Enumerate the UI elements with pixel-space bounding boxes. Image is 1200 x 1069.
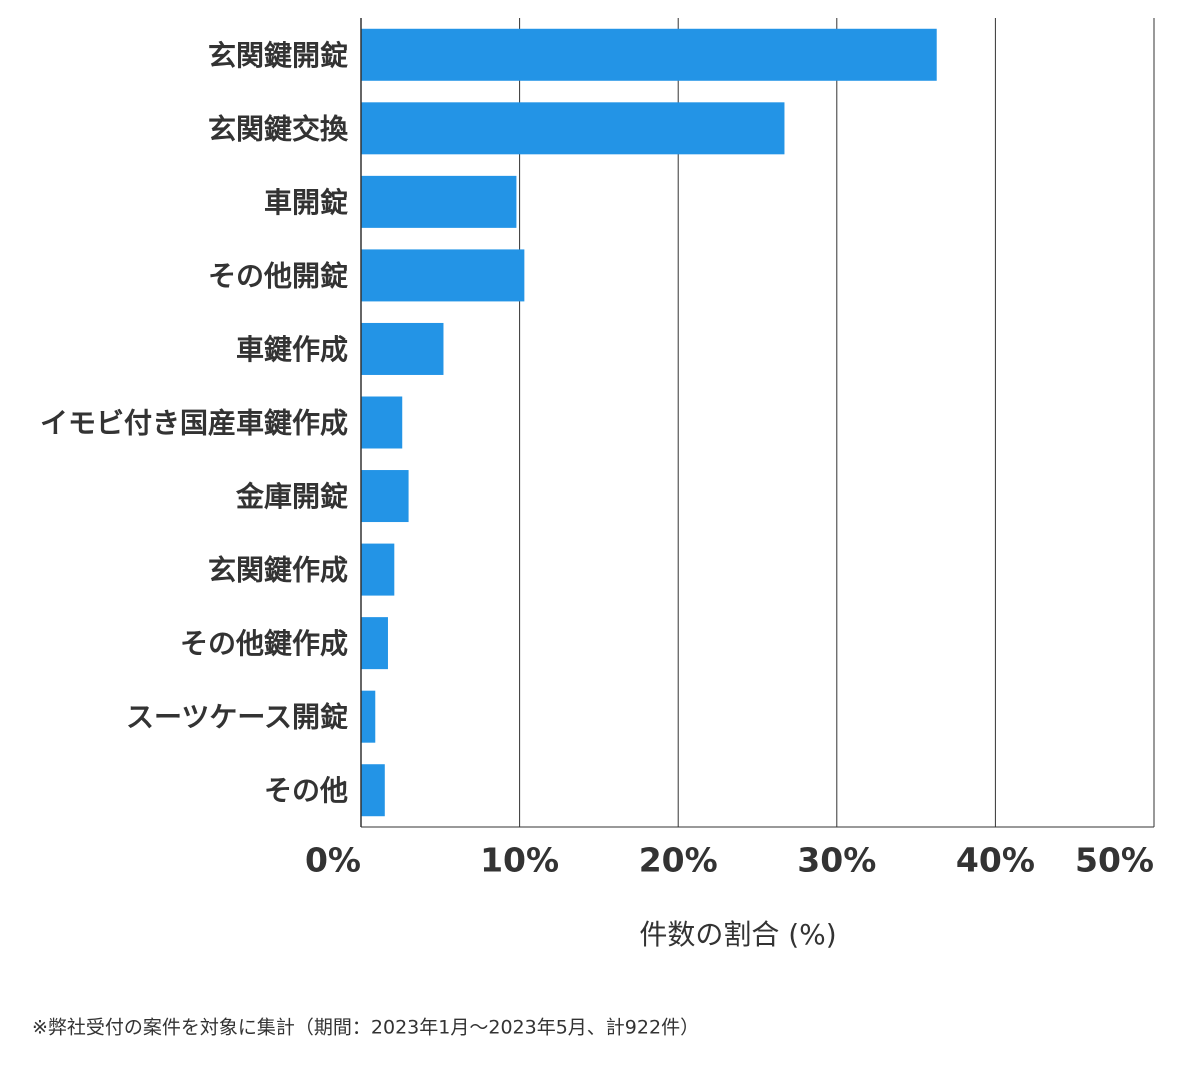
- bar: [361, 543, 395, 596]
- x-tick-label: 0%: [305, 841, 361, 880]
- x-tick-label: 30%: [797, 841, 876, 880]
- y-tick-label: 車鍵作成: [236, 333, 348, 366]
- y-tick-label: その他: [264, 774, 348, 807]
- y-tick-label: 金庫開錠: [235, 480, 348, 513]
- x-tick-label: 40%: [956, 841, 1035, 880]
- bar: [361, 690, 376, 743]
- bar: [361, 617, 388, 670]
- x-tick-label: 10%: [480, 841, 559, 880]
- y-tick-label: その他開錠: [208, 259, 348, 292]
- y-tick-label: スーツケース開錠: [126, 701, 348, 734]
- y-tick-label: 玄関鍵交換: [208, 112, 349, 145]
- y-tick-label: 玄関鍵開錠: [208, 39, 348, 72]
- x-axis-label: 件数の割合 (%): [639, 918, 836, 951]
- footnote: ※弊社受付の案件を対象に集計（期間：2023年1月～2023年5月、計922件）: [32, 1017, 699, 1039]
- bar: [361, 322, 444, 375]
- y-tick-label: 玄関鍵作成: [208, 554, 348, 587]
- bar: [361, 470, 409, 523]
- y-tick-label: 車開錠: [264, 186, 348, 219]
- y-tick-label: イモビ付き国産車鍵作成: [40, 407, 348, 440]
- x-tick-label: 50%: [1075, 841, 1154, 880]
- y-tick-label: その他鍵作成: [180, 627, 348, 660]
- bar: [361, 28, 937, 81]
- bar: [361, 102, 785, 155]
- bar: [361, 396, 403, 449]
- bar: [361, 764, 385, 817]
- bar: [361, 175, 517, 228]
- x-tick-label: 20%: [639, 841, 718, 880]
- bar: [361, 249, 525, 302]
